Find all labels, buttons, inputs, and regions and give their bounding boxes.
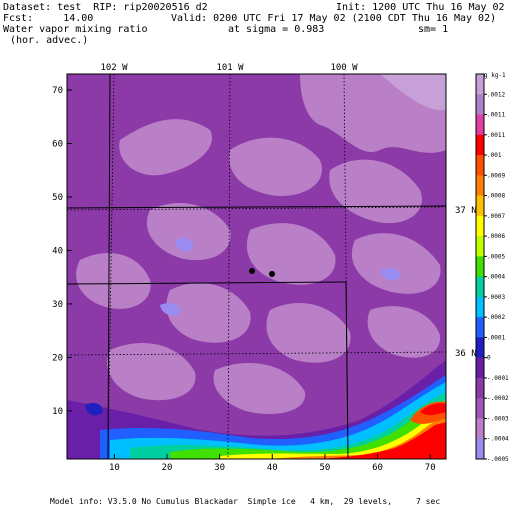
colorbar-swatch bbox=[476, 438, 484, 460]
colorbar-label: .0006 bbox=[487, 233, 505, 240]
y-tick-label: 10 bbox=[52, 407, 63, 417]
colorbar-swatch bbox=[476, 377, 484, 399]
colorbar-label: .0004 bbox=[487, 274, 505, 281]
lat-label-37n: 37 N bbox=[455, 206, 477, 216]
plot-frame bbox=[66, 73, 447, 460]
init-time: Init: 1200 UTC Thu 16 May 02 bbox=[336, 2, 505, 13]
colorbar-label: .0003 bbox=[487, 294, 505, 301]
colorbar-swatch bbox=[476, 155, 484, 176]
model-info: Model info: V3.5.0 No Cumulus Blackadar … bbox=[50, 497, 441, 506]
lon-label-100w: 100 W bbox=[330, 63, 358, 73]
colorbar-label: .0009 bbox=[487, 172, 505, 179]
parallel-37n bbox=[66, 206, 447, 211]
x-tick-label: 40 bbox=[267, 463, 278, 473]
meridian-100w bbox=[343, 73, 349, 460]
station-marker bbox=[269, 271, 275, 277]
y-tick-label: 40 bbox=[52, 246, 63, 256]
x-tick-label: 20 bbox=[162, 463, 173, 473]
x-tick-label: 30 bbox=[214, 463, 225, 473]
colorbar-swatch bbox=[476, 317, 484, 338]
colorbar-swatch bbox=[476, 134, 484, 156]
colorbar-swatch bbox=[476, 357, 484, 379]
meridian-102w bbox=[107, 73, 115, 460]
parallel-36n bbox=[66, 351, 447, 356]
sigma-level: at sigma = 0.983 bbox=[228, 24, 325, 35]
colorbar-label: .0005 bbox=[487, 253, 505, 260]
colorbar-label: .001 bbox=[487, 152, 502, 159]
colorbar-swatch bbox=[476, 195, 484, 217]
x-tick-label: 50 bbox=[320, 463, 331, 473]
colorbar-swatch bbox=[476, 418, 484, 440]
colorbar-unit: g kg-1 bbox=[484, 72, 506, 79]
axis-ticks: 10 20 30 40 50 60 70 10 20 30 40 50 60 70 bbox=[52, 86, 435, 473]
colorbar-label: .0007 bbox=[487, 213, 505, 220]
forecast-hour: Fcst: 14.00 bbox=[3, 13, 94, 24]
colorbar-label: -.0003 bbox=[487, 415, 509, 422]
colorbar-swatch bbox=[476, 236, 484, 257]
field-subtitle: (hor. advec.) bbox=[10, 35, 89, 46]
colorbar-swatch bbox=[476, 175, 484, 197]
colorbar-label: -.0001 bbox=[487, 375, 509, 382]
y-tick-label: 20 bbox=[52, 353, 63, 363]
station-marker bbox=[249, 268, 255, 274]
colorbar-swatch bbox=[476, 337, 484, 359]
y-tick-label: 60 bbox=[52, 140, 63, 150]
colorbar-swatch bbox=[476, 74, 484, 95]
x-tick-label: 70 bbox=[425, 463, 436, 473]
colorbar-swatch bbox=[476, 256, 484, 278]
valid-time: Valid: 0200 UTC Fri 17 May 02 (2100 CDT … bbox=[171, 13, 497, 24]
dataset-label: Dataset: test RIP: rip20020516 d2 bbox=[3, 2, 208, 13]
colorbar-label: .0011 bbox=[487, 132, 505, 139]
lon-label-102w: 102 W bbox=[100, 63, 128, 73]
color-bar: .0012 .0011 .0011 .001 .0009 .0008 .0007 .0006.… bbox=[475, 73, 509, 463]
border-tx-ok bbox=[345, 281, 349, 460]
colorbar-swatch bbox=[476, 114, 484, 136]
colorbar-label: .0011 bbox=[487, 112, 505, 119]
colorbar-label: -.0004 bbox=[487, 436, 509, 443]
colorbar-label: -.0005 bbox=[487, 456, 509, 463]
colorbar-label: 0 bbox=[487, 355, 491, 362]
colorbar-swatch bbox=[476, 398, 484, 419]
smoothing: sm= 1 bbox=[418, 24, 449, 35]
y-tick-label: 70 bbox=[52, 86, 63, 96]
lat-label-36n: 36 N bbox=[455, 349, 477, 359]
colorbar-label: .0008 bbox=[487, 193, 505, 200]
colorbar-swatch bbox=[476, 215, 484, 237]
y-tick-label: 30 bbox=[52, 300, 63, 310]
y-tick-label: 50 bbox=[52, 193, 63, 203]
lon-label-101w: 101 W bbox=[216, 63, 244, 73]
meridian-101w bbox=[227, 73, 231, 460]
border-nm bbox=[107, 73, 111, 460]
contour-field bbox=[67, 74, 446, 459]
border-panhandle bbox=[66, 281, 347, 285]
colorbar-frame bbox=[475, 73, 485, 460]
colorbar-label: .0012 bbox=[487, 91, 505, 98]
graticule bbox=[66, 73, 447, 460]
colorbar-swatch bbox=[476, 94, 484, 116]
colorbar-swatch bbox=[476, 276, 484, 298]
colorbar-swatch bbox=[476, 296, 484, 318]
state-borders bbox=[66, 73, 447, 460]
field-name: Water vapor mixing ratio bbox=[3, 24, 148, 35]
border-ks-ok bbox=[66, 205, 447, 209]
colorbar-label: .0001 bbox=[487, 334, 505, 341]
colorbar-label: .0002 bbox=[487, 314, 505, 321]
colorbar-label: -.0002 bbox=[487, 395, 509, 402]
x-tick-label: 60 bbox=[372, 463, 383, 473]
x-tick-label: 10 bbox=[109, 463, 120, 473]
